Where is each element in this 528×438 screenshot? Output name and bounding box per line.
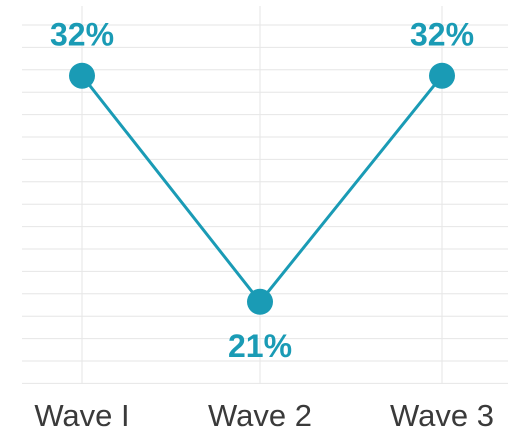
series-line — [80, 74, 444, 305]
data-point-3 — [429, 62, 455, 89]
data-point-2 — [247, 288, 273, 315]
x-tick-label-3: Wave 3 — [390, 398, 494, 433]
data-label-1: 32% — [50, 17, 114, 53]
data-label-3: 32% — [410, 17, 474, 53]
data-labels: 32% 21% 32% — [50, 17, 474, 364]
x-axis-tick-labels: Wave I Wave 2 Wave 3 — [34, 398, 494, 433]
data-point-1 — [69, 62, 95, 89]
x-tick-label-2: Wave 2 — [208, 398, 312, 433]
data-points — [69, 62, 455, 315]
data-label-2: 21% — [228, 328, 292, 364]
x-tick-label-1: Wave I — [34, 398, 129, 433]
